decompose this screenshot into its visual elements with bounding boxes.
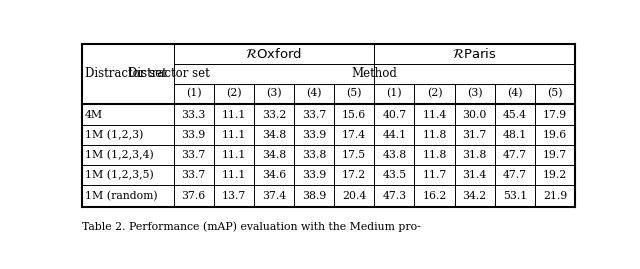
Text: 31.7: 31.7: [463, 130, 487, 140]
Text: 17.4: 17.4: [342, 130, 366, 140]
Text: 19.6: 19.6: [543, 130, 567, 140]
Text: 11.1: 11.1: [221, 150, 246, 160]
Text: (2): (2): [427, 89, 442, 99]
Text: 19.2: 19.2: [543, 170, 567, 180]
Text: 11.4: 11.4: [422, 109, 447, 119]
Text: (1): (1): [387, 89, 402, 99]
Text: 1M (random): 1M (random): [85, 191, 157, 201]
Text: 33.8: 33.8: [302, 150, 326, 160]
Text: 33.9: 33.9: [302, 170, 326, 180]
Text: (5): (5): [547, 89, 563, 99]
Text: (4): (4): [507, 89, 522, 99]
Text: 1M (1,2,3): 1M (1,2,3): [85, 130, 143, 141]
Text: 17.9: 17.9: [543, 109, 567, 119]
Text: 33.3: 33.3: [182, 109, 206, 119]
Text: 13.7: 13.7: [221, 191, 246, 201]
Text: 11.7: 11.7: [422, 170, 447, 180]
Text: 37.6: 37.6: [182, 191, 206, 201]
Text: 33.7: 33.7: [182, 170, 206, 180]
Text: 15.6: 15.6: [342, 109, 366, 119]
Text: (2): (2): [226, 89, 242, 99]
Text: 38.9: 38.9: [302, 191, 326, 201]
Text: 11.1: 11.1: [221, 109, 246, 119]
Text: 33.7: 33.7: [302, 109, 326, 119]
Text: 11.1: 11.1: [221, 170, 246, 180]
Text: 31.4: 31.4: [463, 170, 487, 180]
Text: 20.4: 20.4: [342, 191, 366, 201]
Text: 21.9: 21.9: [543, 191, 567, 201]
Text: (1): (1): [186, 89, 202, 99]
Text: (4): (4): [307, 89, 322, 99]
Text: 34.6: 34.6: [262, 170, 286, 180]
Text: 33.7: 33.7: [182, 150, 206, 160]
Text: 11.1: 11.1: [221, 130, 246, 140]
Text: 33.9: 33.9: [182, 130, 206, 140]
Text: 34.2: 34.2: [463, 191, 487, 201]
Text: 34.8: 34.8: [262, 150, 286, 160]
Text: 11.8: 11.8: [422, 150, 447, 160]
Text: Distractor set: Distractor set: [85, 67, 166, 80]
Text: 31.8: 31.8: [463, 150, 487, 160]
Text: 34.8: 34.8: [262, 130, 286, 140]
Text: 45.4: 45.4: [503, 109, 527, 119]
Text: 16.2: 16.2: [422, 191, 447, 201]
Text: 33.9: 33.9: [302, 130, 326, 140]
Text: Method: Method: [351, 67, 397, 80]
Text: $\mathcal{R}$Paris: $\mathcal{R}$Paris: [452, 47, 497, 61]
Text: 43.5: 43.5: [382, 170, 406, 180]
Text: 40.7: 40.7: [382, 109, 406, 119]
Text: (5): (5): [346, 89, 362, 99]
Text: 48.1: 48.1: [502, 130, 527, 140]
Text: (3): (3): [467, 89, 483, 99]
Text: 44.1: 44.1: [382, 130, 406, 140]
Text: $\mathcal{R}$Oxford: $\mathcal{R}$Oxford: [245, 47, 303, 61]
Text: (3): (3): [266, 89, 282, 99]
Text: 30.0: 30.0: [463, 109, 487, 119]
Text: 17.2: 17.2: [342, 170, 366, 180]
Text: 33.2: 33.2: [262, 109, 286, 119]
Text: 37.4: 37.4: [262, 191, 286, 201]
Text: 19.7: 19.7: [543, 150, 567, 160]
Text: 11.8: 11.8: [422, 130, 447, 140]
Text: 1M (1,2,3,4): 1M (1,2,3,4): [85, 150, 154, 161]
Text: 43.8: 43.8: [382, 150, 406, 160]
Text: 47.7: 47.7: [503, 150, 527, 160]
Text: 47.3: 47.3: [382, 191, 406, 201]
Text: 17.5: 17.5: [342, 150, 366, 160]
Text: 53.1: 53.1: [502, 191, 527, 201]
Text: 47.7: 47.7: [503, 170, 527, 180]
Text: 1M (1,2,3,5): 1M (1,2,3,5): [85, 170, 154, 180]
Text: Table 2. Performance (mAP) evaluation with the Medium pro-: Table 2. Performance (mAP) evaluation wi…: [83, 222, 421, 232]
Text: 4M: 4M: [85, 109, 103, 119]
Text: Distractor set: Distractor set: [128, 67, 210, 80]
